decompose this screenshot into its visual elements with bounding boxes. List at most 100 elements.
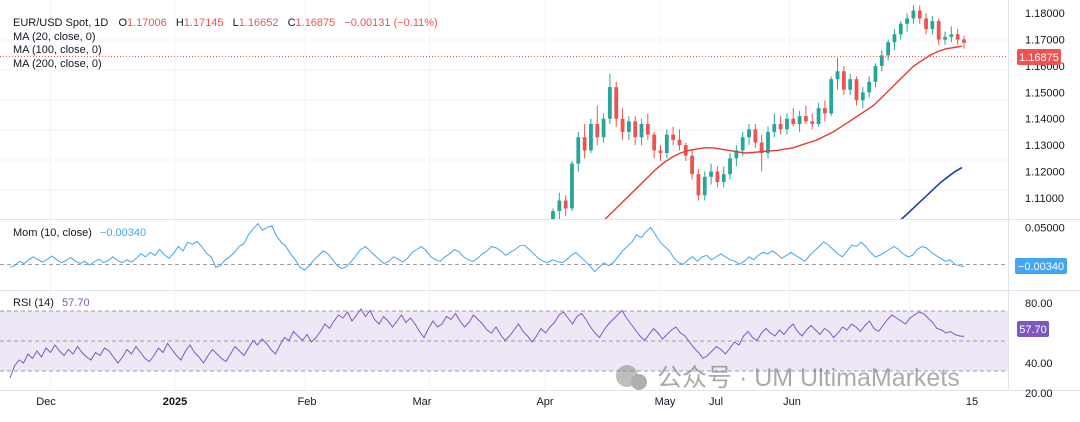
candle[interactable] xyxy=(702,171,707,201)
candle[interactable] xyxy=(652,131,657,159)
momentum-axis[interactable]: 0.05000 xyxy=(1025,222,1065,234)
candle[interactable] xyxy=(620,108,625,140)
candle[interactable] xyxy=(816,102,821,127)
candle[interactable] xyxy=(943,31,947,45)
low-value: 1.16652 xyxy=(239,17,279,29)
time-axis[interactable]: Dec 2025 Feb Mar Apr May Jun Jul 15 xyxy=(36,396,978,408)
candle[interactable] xyxy=(822,100,827,122)
candle[interactable] xyxy=(873,63,878,88)
momentum-label: Mom (10, close) xyxy=(13,227,92,239)
ma200-legend[interactable]: MA (200, close, 0) xyxy=(13,58,102,70)
price-tick-label: 1.14000 xyxy=(1025,114,1065,126)
candle[interactable] xyxy=(728,153,732,180)
candle[interactable] xyxy=(886,39,891,61)
candle[interactable] xyxy=(810,113,815,130)
momentum-legend[interactable]: Mom (10, close) −0.00340 xyxy=(13,227,146,239)
candle[interactable] xyxy=(677,129,682,151)
candle-body xyxy=(728,158,732,175)
rsi-label: RSI (14) xyxy=(13,297,54,309)
price-axis[interactable]: 1.180001.170001.160001.150001.140001.130… xyxy=(1025,8,1065,205)
high-label: H xyxy=(176,17,184,29)
candle[interactable] xyxy=(930,15,935,35)
candle[interactable] xyxy=(645,113,650,140)
candle[interactable] xyxy=(608,73,612,125)
candle[interactable] xyxy=(589,118,593,154)
candlestick-series[interactable] xyxy=(551,5,966,242)
candle[interactable] xyxy=(879,50,884,72)
candle[interactable] xyxy=(614,81,619,127)
candle[interactable] xyxy=(601,113,606,143)
ma100-legend[interactable]: MA (100, close, 0) xyxy=(13,44,102,56)
high-value: 1.17145 xyxy=(184,17,224,29)
candle[interactable] xyxy=(892,29,897,51)
candle-body xyxy=(747,129,751,138)
candle-body xyxy=(690,155,695,175)
time-tick-label: Mar xyxy=(413,396,432,408)
ma20-legend[interactable]: MA (20, close, 0) xyxy=(13,31,96,43)
candle[interactable] xyxy=(791,108,796,127)
candle-body xyxy=(563,200,568,209)
candle[interactable] xyxy=(829,76,834,117)
candle[interactable] xyxy=(772,113,777,138)
candle[interactable] xyxy=(911,5,916,24)
candle[interactable] xyxy=(709,163,713,185)
candle[interactable] xyxy=(715,166,720,188)
candle[interactable] xyxy=(740,131,745,156)
candle[interactable] xyxy=(867,76,872,98)
candle[interactable] xyxy=(557,192,562,219)
candle[interactable] xyxy=(563,195,568,217)
candle[interactable] xyxy=(898,21,903,40)
candle[interactable] xyxy=(582,124,587,159)
candle[interactable] xyxy=(924,13,928,35)
candle[interactable] xyxy=(721,166,726,188)
candle[interactable] xyxy=(835,58,840,90)
candle[interactable] xyxy=(595,105,600,146)
candle[interactable] xyxy=(785,113,789,135)
candle[interactable] xyxy=(766,126,770,159)
candle[interactable] xyxy=(797,110,802,132)
candle[interactable] xyxy=(778,116,783,135)
rsi-legend[interactable]: RSI (14) 57.70 xyxy=(13,297,90,309)
candle[interactable] xyxy=(753,124,758,148)
candle[interactable] xyxy=(759,134,764,172)
candle[interactable] xyxy=(551,208,555,242)
candle[interactable] xyxy=(949,26,954,43)
price-legend[interactable]: EUR/USD Spot, 1D O1.17006 H1.17145 L1.16… xyxy=(13,17,438,70)
candle-body xyxy=(785,118,789,130)
ma200-line[interactable] xyxy=(850,166,963,262)
candle[interactable] xyxy=(848,73,853,95)
candle[interactable] xyxy=(804,105,808,125)
candle[interactable] xyxy=(664,129,669,159)
candle[interactable] xyxy=(917,5,922,24)
candle[interactable] xyxy=(841,65,846,95)
candle[interactable] xyxy=(962,35,966,49)
candle[interactable] xyxy=(671,126,676,146)
candle[interactable] xyxy=(639,118,644,146)
candle[interactable] xyxy=(860,87,865,109)
candle[interactable] xyxy=(658,145,663,161)
candle[interactable] xyxy=(690,150,695,180)
candle[interactable] xyxy=(747,124,751,146)
candle[interactable] xyxy=(955,29,960,45)
momentum-tick-label: 0.05000 xyxy=(1025,222,1065,234)
candle-body xyxy=(892,34,897,43)
ma20-line[interactable] xyxy=(600,45,963,224)
candle[interactable] xyxy=(576,131,581,172)
candle[interactable] xyxy=(734,145,739,167)
candle[interactable] xyxy=(633,116,638,146)
open-label: O xyxy=(118,17,127,29)
momentum-line[interactable] xyxy=(9,222,965,273)
candle-body xyxy=(620,118,625,132)
candle[interactable] xyxy=(696,168,701,201)
candle[interactable] xyxy=(936,18,941,45)
candle[interactable] xyxy=(905,13,909,32)
candle[interactable] xyxy=(626,116,631,140)
svg-text:Mom (10, close) −0.00340: Mom (10, close) −0.00340 xyxy=(13,227,146,239)
rsi-line[interactable] xyxy=(9,308,965,379)
candle-body xyxy=(778,124,783,130)
candle[interactable] xyxy=(570,160,574,212)
rsi-axis[interactable]: 80.00 40.00 20.00 xyxy=(1025,298,1053,400)
candle[interactable] xyxy=(854,76,859,106)
